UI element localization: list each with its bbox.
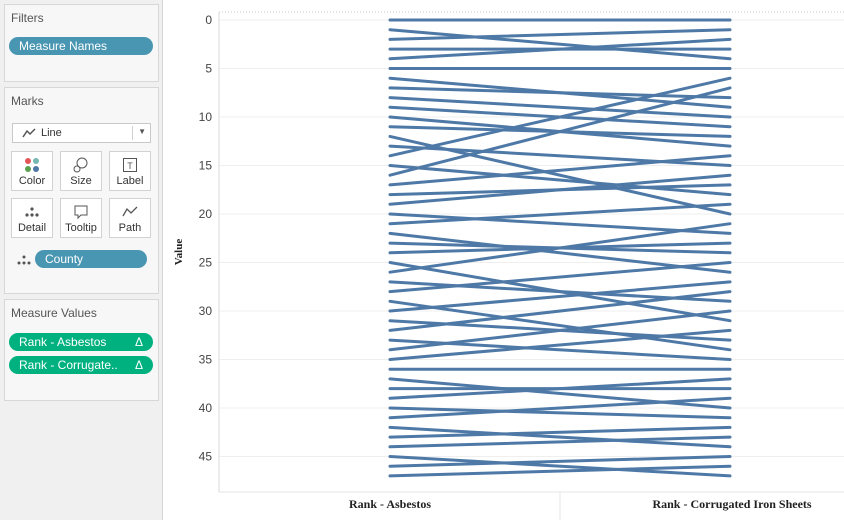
county-line[interactable] — [388, 396, 732, 420]
chart-area: 0 5 10 15 20 25 30 35 40 45 Value Rank - Asbestos… — [173, 11, 844, 520]
color-label: Color — [18, 175, 46, 187]
size-button[interactable]: Size — [60, 151, 102, 191]
county-line[interactable] — [388, 76, 732, 158]
detail-small-icon — [17, 254, 31, 269]
marks-card: Marks Line ▼ Color Size T Label — [4, 87, 159, 294]
color-icon — [12, 157, 52, 173]
county-line[interactable] — [388, 377, 732, 400]
county-line[interactable] — [388, 28, 732, 61]
detail-label: Detail — [17, 222, 47, 234]
filters-card: Filters Measure Names — [4, 4, 159, 82]
y-tick-label: 25 — [199, 256, 213, 270]
mark-type-label: Line — [41, 127, 62, 139]
y-tick-label: 10 — [199, 110, 213, 124]
delta-icon: Δ — [134, 335, 143, 349]
county-line[interactable] — [388, 222, 732, 274]
county-line[interactable] — [388, 261, 732, 294]
gridlines — [219, 19, 844, 457]
county-line[interactable] — [388, 299, 732, 352]
path-button[interactable]: Path — [109, 198, 151, 238]
y-tick-label: 5 — [205, 62, 212, 76]
measure-pill-rank-asbestos[interactable]: Rank - Asbestos Δ — [9, 333, 153, 351]
tooltip-button[interactable]: Tooltip — [60, 198, 102, 238]
y-tick-label: 35 — [199, 353, 213, 367]
label-label: Label — [116, 175, 144, 187]
y-tick-label: 0 — [205, 13, 212, 27]
y-tick-labels: 0 5 10 15 20 25 30 35 40 45 — [199, 13, 213, 464]
size-label: Size — [70, 175, 92, 187]
county-pill[interactable]: County — [35, 250, 147, 268]
county-line[interactable] — [388, 309, 732, 352]
measure-values-card: Measure Values Rank - Asbestos Δ Rank - … — [4, 299, 159, 401]
county-line[interactable] — [388, 231, 732, 274]
county-line[interactable] — [388, 406, 732, 420]
county-line[interactable] — [388, 328, 732, 361]
label-button[interactable]: T Label — [109, 151, 151, 191]
size-icon — [61, 157, 101, 173]
county-line[interactable] — [388, 425, 732, 439]
county-line[interactable] — [388, 164, 732, 197]
county-line[interactable] — [388, 144, 732, 167]
county-line[interactable] — [388, 455, 732, 468]
chevron-down-icon[interactable]: ▼ — [138, 127, 146, 136]
color-button[interactable]: Color — [11, 151, 53, 191]
label-icon: T — [110, 157, 150, 173]
series-lines — [388, 18, 732, 478]
y-tick-label: 45 — [199, 450, 213, 464]
county-line[interactable] — [388, 86, 732, 100]
y-tick-label: 30 — [199, 304, 213, 318]
county-line[interactable] — [388, 425, 732, 449]
path-label: Path — [118, 222, 142, 234]
county-line[interactable] — [388, 86, 732, 177]
dropdown-separator — [132, 126, 133, 140]
county-line[interactable] — [388, 202, 732, 226]
measure-values-title: Measure Values — [11, 306, 97, 320]
county-line[interactable] — [388, 28, 732, 41]
marks-title: Marks — [11, 94, 44, 108]
svg-text:T: T — [127, 161, 133, 171]
county-line[interactable] — [388, 377, 732, 410]
county-line[interactable] — [388, 154, 732, 187]
detail-icon — [12, 204, 52, 220]
county-line[interactable] — [388, 173, 732, 206]
county-line[interactable] — [388, 455, 732, 478]
filters-title: Filters — [11, 11, 44, 25]
county-line[interactable] — [388, 212, 732, 235]
filter-pill-measure-names[interactable]: Measure Names — [9, 37, 153, 55]
sidebar: Filters Measure Names Marks Line ▼ Color… — [0, 0, 162, 520]
y-axis-title: Value — [173, 239, 185, 266]
mark-type-dropdown[interactable]: Line ▼ — [12, 123, 151, 143]
county-line[interactable] — [388, 464, 732, 478]
measure-pill-rank-corrugated[interactable]: Rank - Corrugate.. Δ — [9, 356, 153, 374]
measure-pill-label: Rank - Asbestos — [19, 335, 107, 349]
y-tick-label: 40 — [199, 401, 213, 415]
tooltip-label: Tooltip — [65, 222, 97, 234]
x-category-label-corrugated: Rank - Corrugated Iron Sheets — [652, 497, 811, 511]
sidebar-divider — [162, 0, 163, 520]
measure-pill-label: Rank - Corrugate.. — [19, 358, 118, 372]
y-tick-label: 15 — [199, 159, 213, 173]
county-line[interactable] — [388, 37, 732, 61]
county-line[interactable] — [388, 280, 732, 313]
y-tick-label: 20 — [199, 207, 213, 221]
line-mark-icon — [22, 127, 36, 142]
county-line[interactable] — [388, 96, 732, 119]
delta-icon: Δ — [134, 358, 143, 372]
county-line[interactable] — [388, 290, 732, 332]
county-line[interactable] — [388, 435, 732, 449]
tooltip-icon — [61, 204, 101, 220]
detail-button[interactable]: Detail — [11, 198, 53, 238]
path-icon — [110, 204, 150, 220]
x-category-label-asbestos: Rank - Asbestos — [349, 497, 431, 511]
